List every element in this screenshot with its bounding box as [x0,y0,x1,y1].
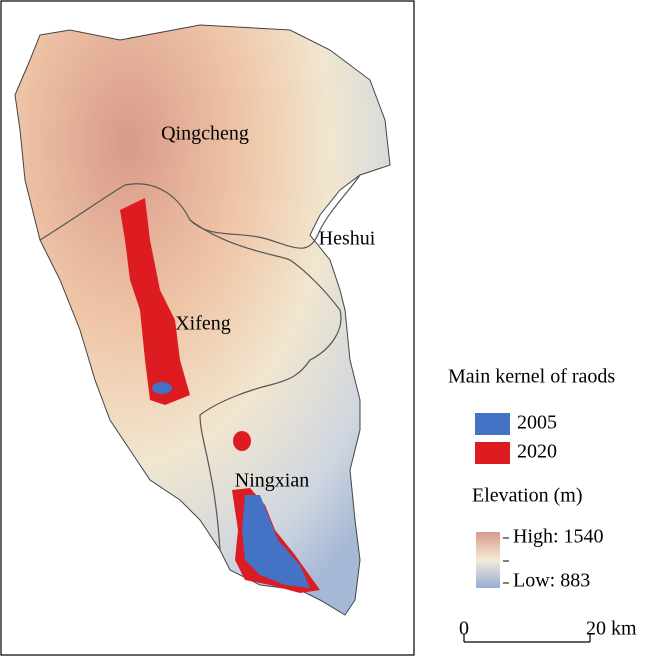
elevation-low: Low: 883 [513,570,590,592]
kernel-2005 [242,495,310,588]
legend-label: 2005 [517,412,557,434]
legend-label: 2020 [517,441,557,463]
county-boundaries [39,174,361,551]
map-frame [0,0,415,656]
kernel-2005 [152,382,172,394]
elevation-high: High: 1540 [513,526,604,548]
ramp-ticks [503,537,509,584]
scale-start: 0 [459,618,469,640]
legend-swatch [475,413,510,435]
region-label: Ningxian [235,470,309,492]
region-label: Heshui [319,228,376,250]
legend-swatch [475,442,510,464]
elevation-ramp [476,532,500,588]
scale-end: 20 km [586,618,637,640]
kernel-2020 [120,198,190,405]
scale-bar [463,634,591,643]
elevation-title: Elevation (m) [472,485,583,507]
study-area [14,24,391,616]
region-label: Xifeng [175,313,231,335]
region-label: Qingcheng [161,123,249,145]
legend-title: Main kernel of raods [448,366,615,388]
kernel-2020 [233,431,251,451]
